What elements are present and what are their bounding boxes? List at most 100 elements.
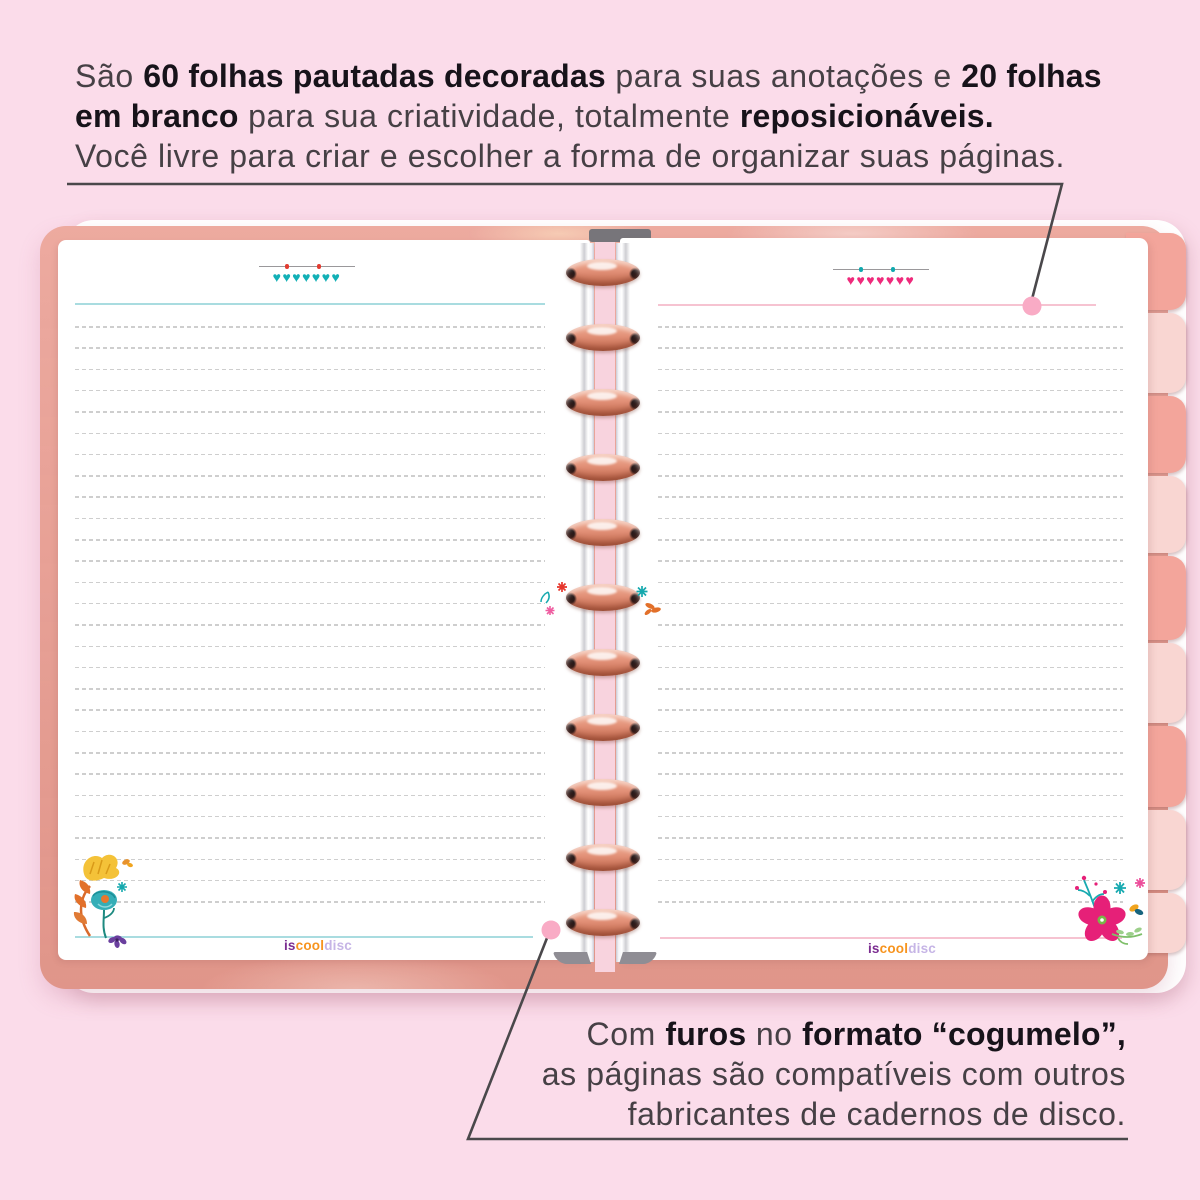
ruled-line — [658, 539, 1123, 541]
ruled-line — [658, 560, 1123, 562]
footer-rule — [660, 937, 1122, 939]
right-flowers-illustration — [1075, 875, 1145, 945]
heart-charm-icon: ♥ — [292, 269, 303, 285]
ruled-line — [658, 645, 1123, 648]
ruled-line — [658, 730, 1123, 733]
ruled-line — [75, 432, 545, 435]
banner-string — [833, 269, 929, 270]
ruled-line — [75, 347, 545, 349]
ruled-line — [658, 752, 1123, 754]
right-page-edge — [616, 243, 630, 962]
ruled-line — [658, 837, 1123, 839]
left-page: ♥♥♥♥♥♥♥ iscooldisc — [58, 240, 590, 960]
ruled-line — [75, 624, 545, 626]
heart-charm-icon: ♥ — [856, 272, 867, 288]
ruled-line — [658, 624, 1123, 626]
ruled-line — [658, 368, 1123, 371]
ruled-line — [75, 901, 545, 903]
bottom-line1-seg4: formato “cogumelo”, — [802, 1016, 1126, 1052]
heart-charm-icon: ♥ — [895, 272, 906, 288]
ruled-line — [658, 411, 1123, 413]
middle-right-sprig-illustration — [636, 586, 661, 615]
ruled-line — [75, 815, 545, 818]
heart-charm-icon: ♥ — [302, 269, 312, 285]
ruled-line — [658, 879, 1123, 882]
ruled-line — [75, 709, 545, 711]
ruled-line — [75, 581, 545, 584]
bottom-line3: fabricantes de cadernos de disco. — [627, 1096, 1126, 1132]
footer-rule — [75, 936, 533, 938]
ruled-line — [75, 453, 545, 456]
ruled-line — [658, 858, 1123, 861]
ruled-line — [75, 752, 545, 754]
ruled-line — [75, 539, 545, 541]
ruled-line — [75, 560, 545, 562]
brand-logo: iscooldisc — [832, 941, 972, 956]
brand-logo-part1: is — [283, 938, 296, 953]
top-line2-seg3: reposicionáveis. — [739, 98, 994, 134]
ruled-line — [75, 645, 545, 648]
ruled-line — [658, 815, 1123, 818]
ruled-line — [75, 794, 545, 797]
top-line1-seg1: São — [75, 58, 144, 94]
ruled-line — [658, 453, 1123, 456]
ruled-line — [658, 326, 1123, 328]
ruled-line — [658, 581, 1123, 584]
ruled-line — [658, 794, 1123, 797]
ruled-line — [658, 901, 1123, 903]
ruled-line — [658, 475, 1123, 477]
ruled-line — [75, 879, 545, 882]
brand-logo-part3: disc — [908, 941, 937, 956]
bottom-description: Com furos no formato “cogumelo”, as pági… — [542, 1014, 1126, 1134]
left-flowers-illustration — [73, 854, 133, 948]
hearts-row: ♥♥♥♥♥♥♥ — [833, 271, 929, 289]
right-page: ♥♥♥♥♥♥♥ iscooldisc — [620, 238, 1148, 960]
ruled-line — [75, 666, 545, 669]
hearts-row: ♥♥♥♥♥♥♥ — [259, 268, 355, 286]
bottom-line1-seg3: no — [746, 1016, 803, 1052]
banner-string — [259, 266, 355, 267]
brand-logo-part1: is — [867, 941, 880, 956]
bottom-line1-seg2: furos — [665, 1016, 747, 1052]
brand-logo-part2: cool — [295, 938, 325, 953]
left-page-edge — [580, 243, 594, 962]
ruled-line — [658, 666, 1123, 669]
ruled-line — [658, 602, 1123, 605]
ruled-line — [658, 688, 1123, 690]
heart-charm-icon: ♥ — [876, 272, 886, 288]
ruled-line — [658, 496, 1123, 498]
brand-logo-part2: cool — [879, 941, 909, 956]
ruled-line — [75, 730, 545, 733]
ruled-line — [75, 496, 545, 498]
ruled-line — [658, 773, 1123, 775]
ruled-line — [658, 389, 1123, 392]
heart-charm-icon: ♥ — [272, 269, 283, 285]
ruled-line — [75, 517, 545, 520]
bottom-line2: as páginas são compatíveis com outros — [541, 1056, 1126, 1092]
middle-left-sprig-illustration — [540, 582, 567, 615]
right-hearts-banner: ♥♥♥♥♥♥♥ — [833, 264, 929, 296]
header-rule — [658, 304, 1096, 306]
top-line2-seg2: para sua criatividade, totalmente — [238, 98, 740, 134]
ruled-line — [658, 709, 1123, 711]
ruled-line — [75, 326, 545, 328]
top-line1-seg3: para suas anotações e — [605, 58, 962, 94]
brand-logo-part3: disc — [324, 938, 353, 953]
bottom-line1-seg1: Com — [586, 1016, 666, 1052]
heart-charm-icon: ♥ — [282, 269, 293, 285]
ruled-line — [75, 368, 545, 371]
top-line1-seg2: 60 folhas pautadas decoradas — [143, 58, 606, 94]
ruled-line — [658, 432, 1123, 435]
heart-charm-icon: ♥ — [905, 272, 916, 288]
ruled-line — [75, 411, 545, 413]
top-line3: Você livre para criar e escolher a forma… — [75, 138, 1066, 174]
ruled-line — [75, 858, 545, 861]
left-hearts-banner: ♥♥♥♥♥♥♥ — [259, 261, 355, 293]
heart-charm-icon: ♥ — [311, 269, 322, 285]
ruled-line — [658, 347, 1123, 349]
heart-charm-icon: ♥ — [321, 269, 332, 285]
top-description: São 60 folhas pautadas decoradas para su… — [75, 56, 1102, 176]
ruled-line — [75, 475, 545, 477]
heart-charm-icon: ♥ — [846, 272, 857, 288]
